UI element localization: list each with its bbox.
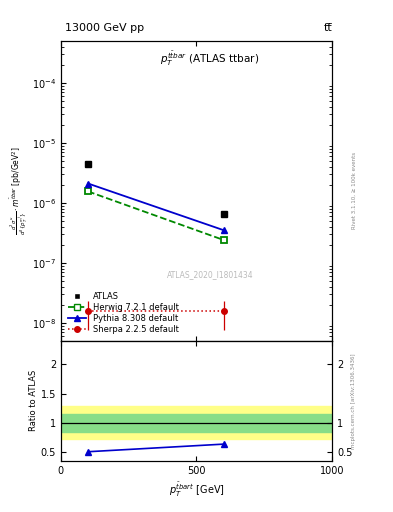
- X-axis label: $p^{\bar{t}bar{t}}_T$ [GeV]: $p^{\bar{t}bar{t}}_T$ [GeV]: [169, 481, 224, 499]
- Y-axis label: Ratio to ATLAS: Ratio to ATLAS: [29, 370, 38, 432]
- Text: ATLAS_2020_I1801434: ATLAS_2020_I1801434: [167, 270, 253, 280]
- Legend: ATLAS, Herwig 7.2.1 default, Pythia 8.308 default, Sherpa 2.2.5 default: ATLAS, Herwig 7.2.1 default, Pythia 8.30…: [65, 289, 181, 337]
- Bar: [61, 407, 332, 439]
- Text: $p_T^{t\bar{t}bar}$ (ATLAS ttbar): $p_T^{t\bar{t}bar}$ (ATLAS ttbar): [160, 50, 260, 68]
- Bar: [61, 414, 332, 432]
- Text: tt̅: tt̅: [323, 23, 332, 33]
- Text: Rivet 3.1.10, ≥ 100k events: Rivet 3.1.10, ≥ 100k events: [351, 153, 356, 229]
- Y-axis label: $\frac{d^2\sigma^u}{d^2\{p_T^{m^{\bar{t}}}\}} \cdot m^{\bar{t}bar}$ [pb/GeV$^2$]: $\frac{d^2\sigma^u}{d^2\{p_T^{m^{\bar{t}…: [9, 146, 31, 236]
- Text: mcplots.cern.ch [arXiv:1306.3436]: mcplots.cern.ch [arXiv:1306.3436]: [351, 353, 356, 449]
- Text: 13000 GeV pp: 13000 GeV pp: [65, 23, 144, 33]
